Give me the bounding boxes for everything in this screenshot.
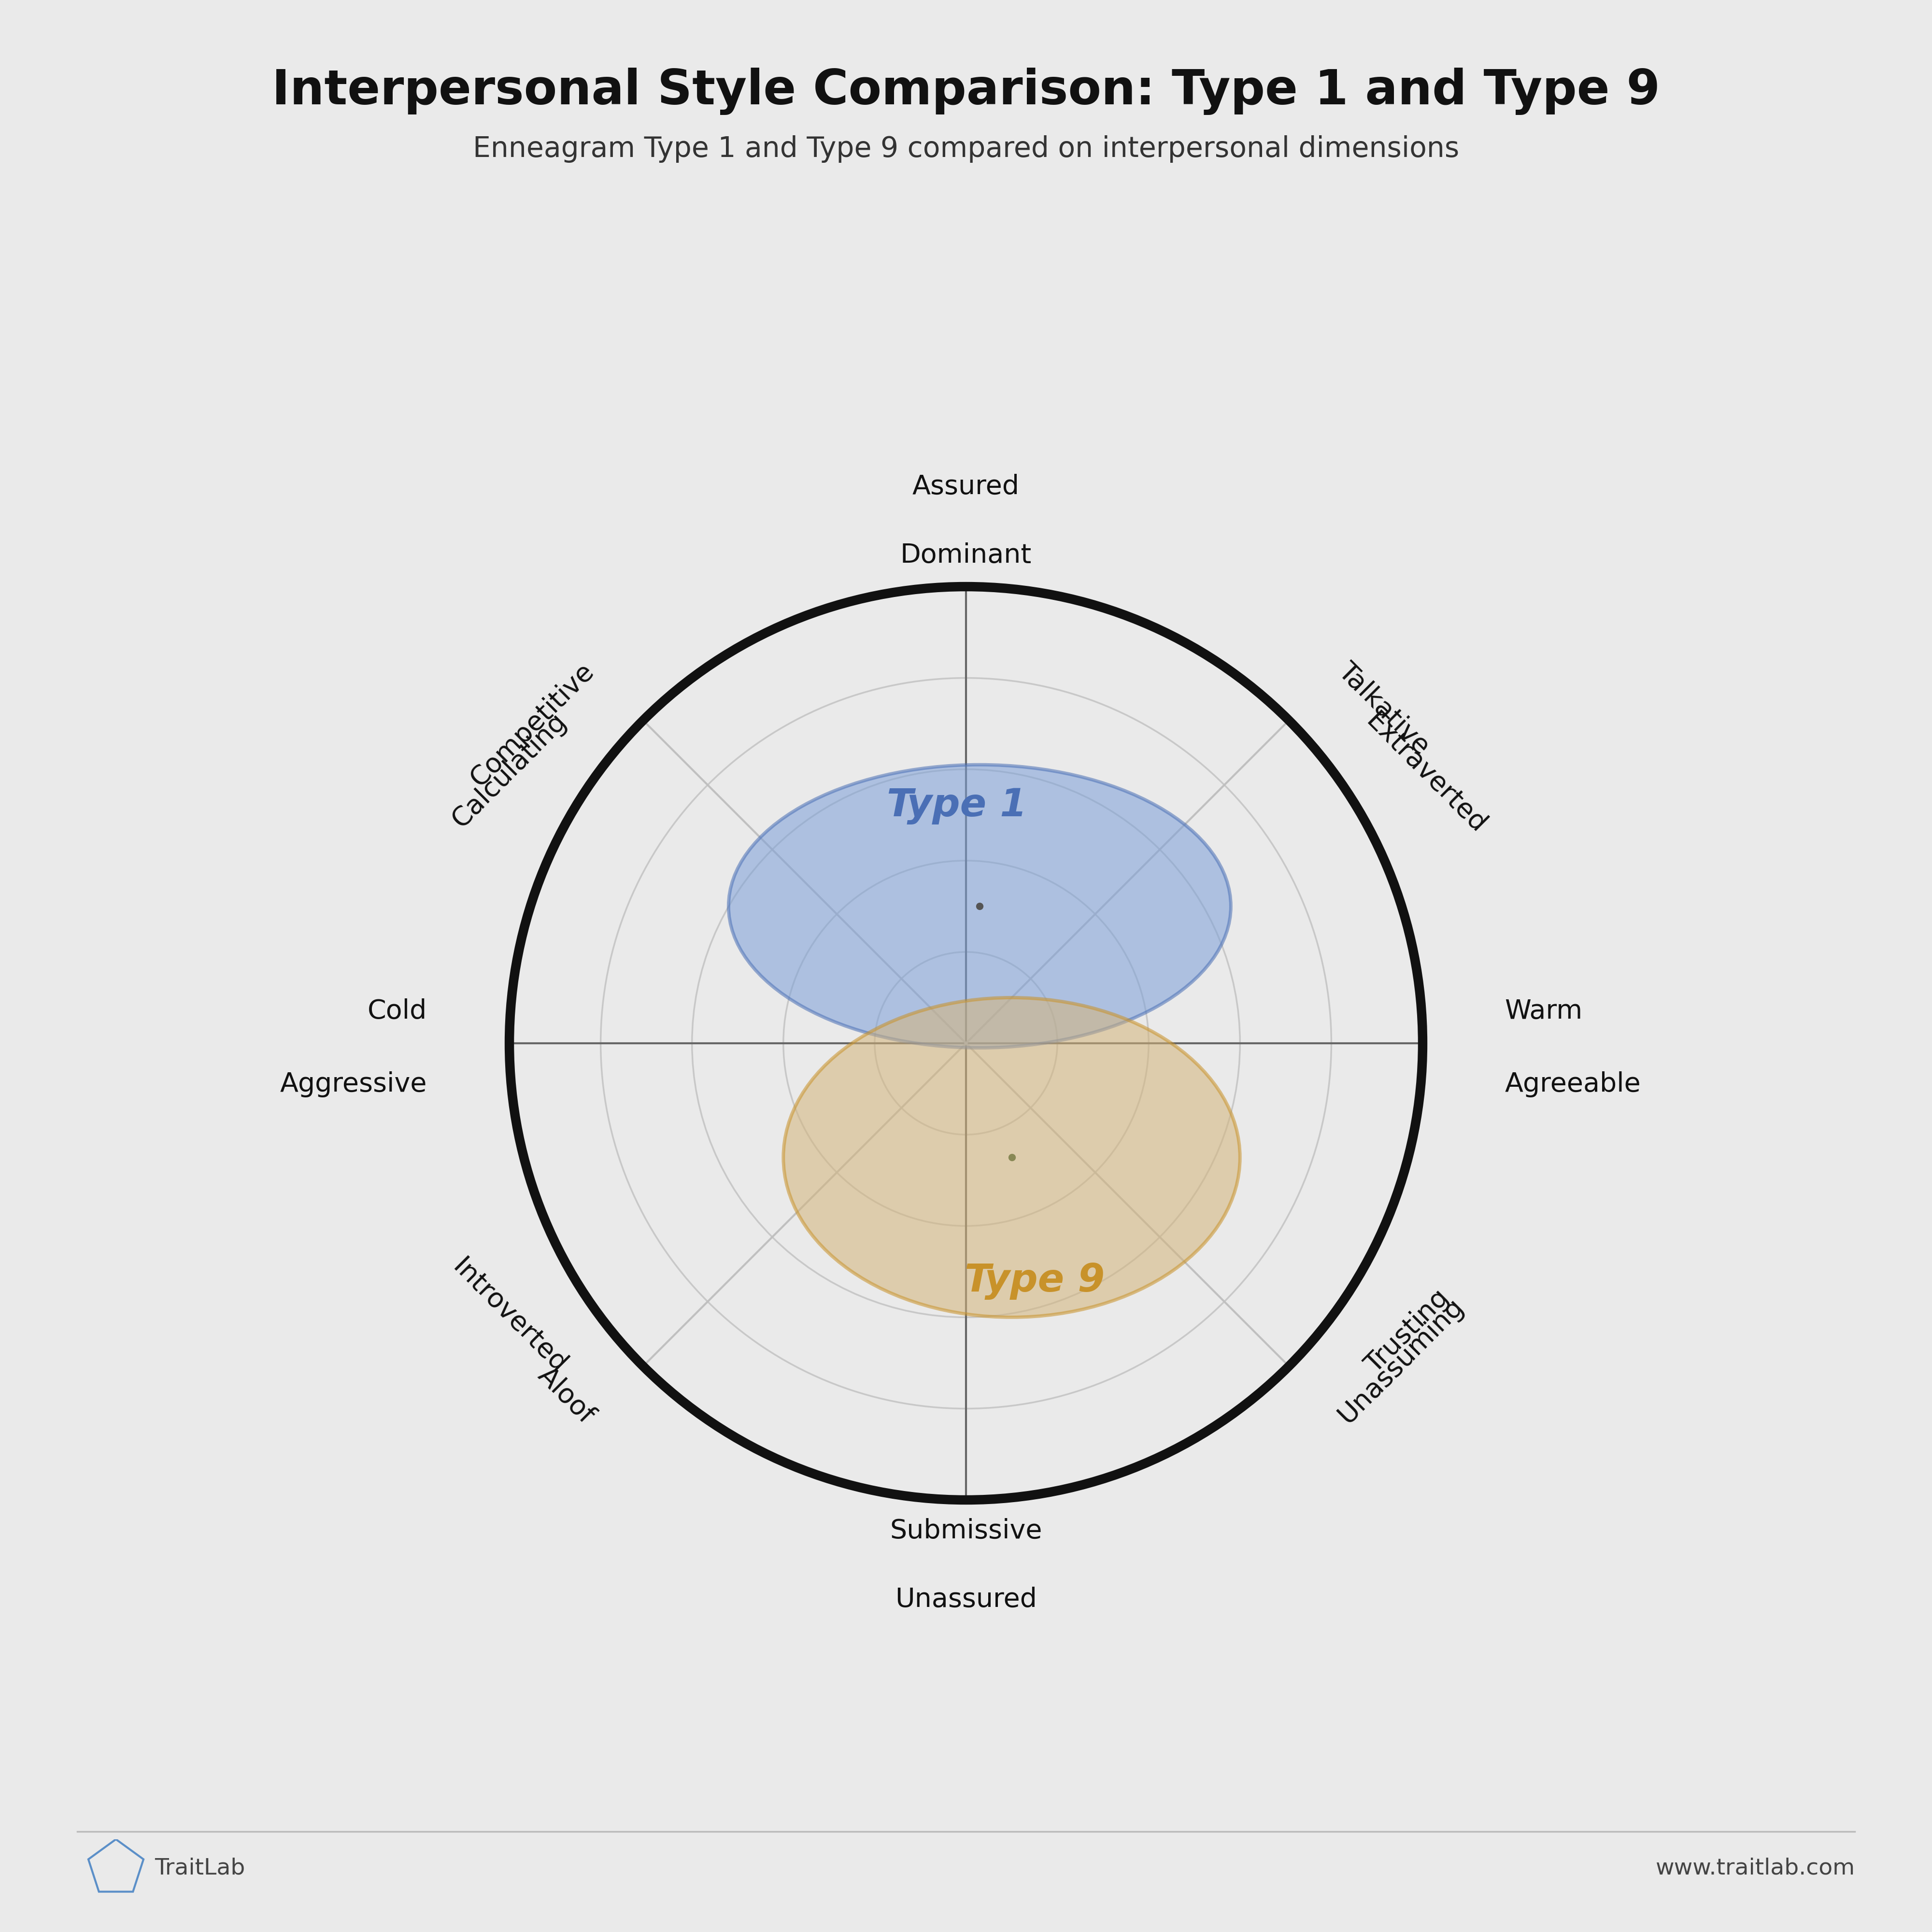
Text: Unassuming: Unassuming [1333,1293,1468,1430]
Text: Aloof: Aloof [533,1362,599,1430]
Text: TraitLab: TraitLab [155,1857,245,1880]
Text: Submissive: Submissive [891,1519,1041,1544]
Text: Unassured: Unassured [895,1586,1037,1613]
Text: Enneagram Type 1 and Type 9 compared on interpersonal dimensions: Enneagram Type 1 and Type 9 compared on … [473,135,1459,162]
Text: Aggressive: Aggressive [280,1072,427,1097]
Text: Calculating: Calculating [446,707,572,833]
Text: www.traitlab.com: www.traitlab.com [1656,1857,1855,1880]
Text: Dominant: Dominant [900,543,1032,568]
Text: Talkative: Talkative [1333,657,1435,759]
Ellipse shape [728,765,1231,1047]
Text: Interpersonal Style Comparison: Type 1 and Type 9: Interpersonal Style Comparison: Type 1 a… [272,68,1660,116]
Text: Type 1: Type 1 [887,786,1028,825]
Text: Competitive: Competitive [466,657,599,792]
Ellipse shape [782,997,1240,1318]
Text: Introverted: Introverted [448,1254,572,1379]
Text: Type 9: Type 9 [964,1262,1105,1300]
Text: Extraverted: Extraverted [1360,707,1492,838]
Text: Cold: Cold [367,999,427,1024]
Text: Warm: Warm [1505,999,1582,1024]
Text: Agreeable: Agreeable [1505,1072,1640,1097]
Text: Assured: Assured [912,473,1020,500]
Text: Trusting: Trusting [1360,1285,1455,1379]
